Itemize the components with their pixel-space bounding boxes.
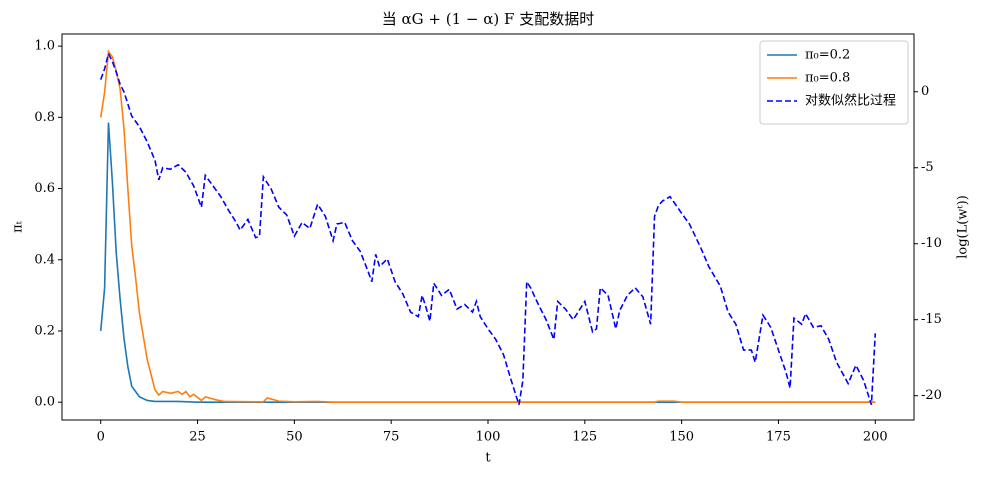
y2-tick-label: -20 [921,388,942,403]
y-tick-label: 0.2 [34,323,55,338]
y-tick-label: 0.4 [34,252,55,267]
y2-tick-label: 0 [921,84,929,99]
x-tick-label: 175 [766,430,791,445]
legend: π₀=0.2 π₀=0.8 对数似然比过程 [759,40,909,125]
chart-title: 当 αG + (1 − α) F 支配数据时 [382,10,594,28]
y-axis-label: πₜ [11,220,26,233]
y-tick-label: 0.6 [34,181,55,196]
x-tick-label: 50 [286,430,303,445]
y-tick-label: 0.0 [34,395,55,410]
legend-label: π₀=0.8 [805,71,850,86]
y2-tick-label: -15 [921,312,942,327]
x-tick-label: 25 [189,430,206,445]
x-tick-label: 0 [97,430,105,445]
series-line [99,122,876,404]
x-tick-label: 150 [669,430,694,445]
y-tick-label: 0.8 [34,110,55,125]
legend-box [759,40,909,125]
series-line [99,49,876,404]
y2-tick-label: -5 [921,160,934,175]
legend-label: 对数似然比过程 [805,93,896,109]
y-tick-label: 1.0 [34,39,55,54]
y2-axis-label: log(L(wᵗ)) [956,195,971,259]
x-axis-label: t [485,451,491,466]
legend-label: π₀=0.2 [805,48,850,63]
x-tick-label: 75 [383,430,400,445]
x-tick-label: 100 [476,430,501,445]
x-tick-label: 125 [572,430,597,445]
series-line [99,51,877,406]
plot-frame [61,33,915,421]
y2-tick-label: -10 [921,236,942,251]
x-tick-label: 200 [863,430,888,445]
